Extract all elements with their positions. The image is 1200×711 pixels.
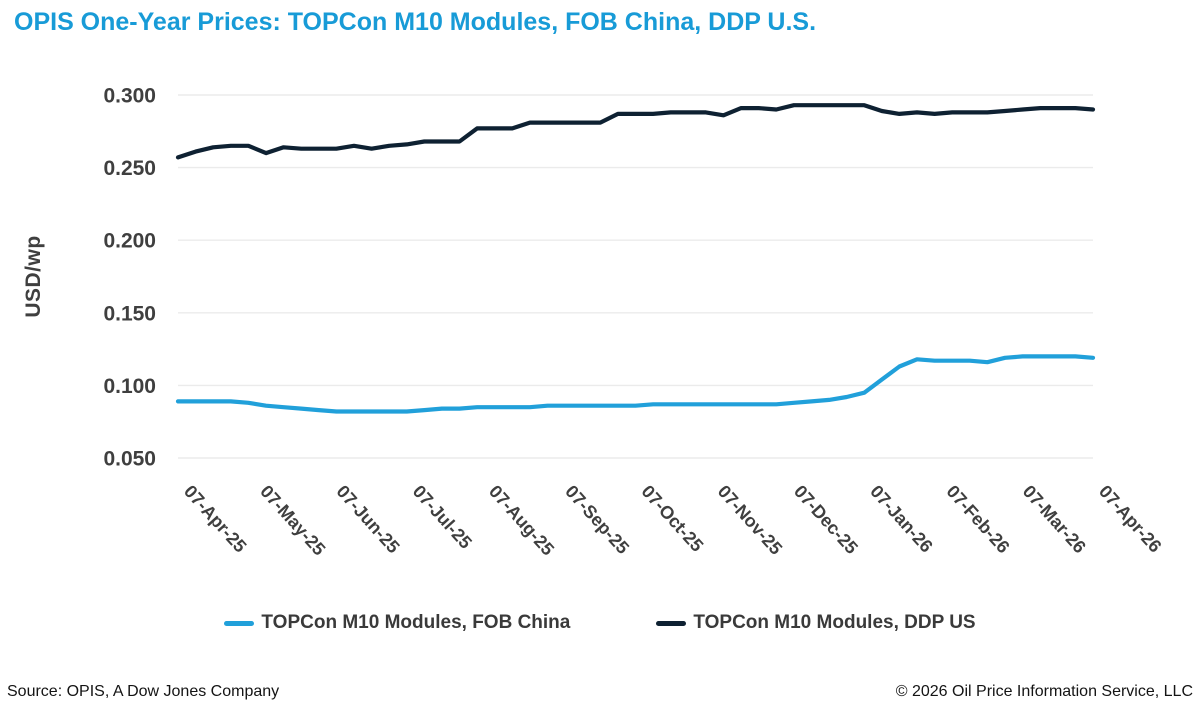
x-tick-label: 07-Jun-25 xyxy=(333,481,404,557)
x-tick-label: 07-Apr-26 xyxy=(1095,481,1165,556)
x-tick-label: 07-Aug-25 xyxy=(485,481,558,559)
x-tick-label: 07-Apr-25 xyxy=(180,481,250,556)
fob-china-line-marker-icon xyxy=(224,620,255,626)
x-tick-label: 07-May-25 xyxy=(256,481,329,559)
series-line-fob-china xyxy=(175,354,1096,414)
legend-label-ddp-us: TOPCon M10 Modules, DDP US xyxy=(693,612,976,633)
x-tick-label: 07-Sep-25 xyxy=(561,481,633,558)
legend-item-ddp-us: TOPCon M10 Modules, DDP US xyxy=(656,612,976,634)
y-tick-label: 0.300 xyxy=(103,85,156,108)
y-tick-label: 0.050 xyxy=(103,448,156,471)
chart-title: OPIS One-Year Prices: TOPCon M10 Modules… xyxy=(14,8,817,36)
x-tick-label: 07-Oct-25 xyxy=(638,481,708,555)
price-chart-canvas: 0.300 0.250 0.200 0.150 0.100 0.050 USD/wp 07-A… xyxy=(22,85,1165,560)
footer: Source: OPIS, A Dow Jones Company © 2026… xyxy=(7,683,1193,701)
chart-legend: TOPCon M10 Modules, FOB China TOPCon M10… xyxy=(0,612,1200,634)
ddp-us-line-marker-icon xyxy=(656,620,687,626)
legend-label-fob-china: TOPCon M10 Modules, FOB China xyxy=(261,612,571,633)
y-tick-label: 0.200 xyxy=(103,230,156,253)
x-tick-label: 07-Dec-25 xyxy=(790,481,862,558)
x-tick-label: 07-Mar-26 xyxy=(1019,481,1090,557)
legend-item-fob-china: TOPCon M10 Modules, FOB China xyxy=(224,612,570,634)
footer-source: Source: OPIS, A Dow Jones Company xyxy=(7,683,280,700)
x-tick-label: 07-Jan-26 xyxy=(866,481,936,556)
x-tick-label: 07-Nov-25 xyxy=(714,481,786,558)
y-tick-label: 0.250 xyxy=(103,157,156,180)
x-tick-label: 07-Jul-25 xyxy=(409,481,476,552)
footer-copyright: © 2026 Oil Price Information Service, LL… xyxy=(895,683,1193,700)
y-tick-label: 0.100 xyxy=(103,375,156,398)
y-axis-title: USD/wp xyxy=(22,235,45,317)
series-line-ddp-us xyxy=(175,103,1096,160)
x-tick-label: 07-Feb-26 xyxy=(943,481,1014,557)
y-tick-label: 0.150 xyxy=(103,302,156,325)
